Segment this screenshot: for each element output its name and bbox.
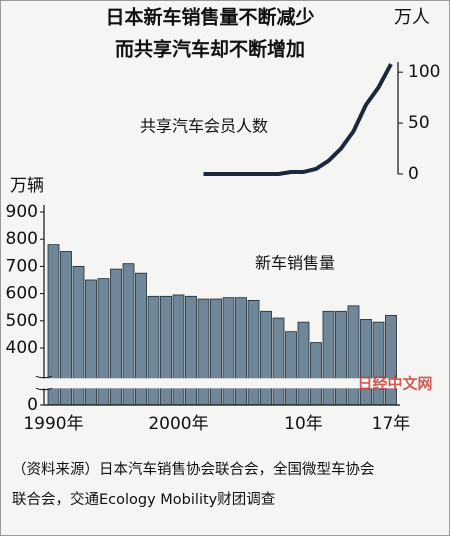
- y-tick-label: 900: [6, 202, 38, 222]
- x-tick-label: 10年: [284, 414, 323, 434]
- chart-title: 日本新车销售量不断减少: [105, 6, 314, 29]
- x-tick-label: 17年: [372, 414, 411, 434]
- bar: [210, 298, 222, 406]
- y2-unit: 万人: [394, 7, 430, 28]
- bar: [372, 321, 385, 406]
- y-tick-label: 400: [6, 338, 38, 358]
- bar: [197, 298, 210, 406]
- bar: [335, 310, 347, 406]
- x-tick-label: 2000年: [148, 414, 208, 434]
- bar: [272, 317, 285, 406]
- y-unit: 万辆: [10, 176, 44, 196]
- x-tick-label: 1990年: [23, 414, 83, 434]
- y-tick-label: 800: [6, 229, 38, 249]
- bar: [235, 297, 247, 406]
- bar: [322, 310, 335, 406]
- y2-tick-label: 100: [408, 62, 440, 82]
- y-tick-label: 0: [27, 395, 38, 415]
- bar: [222, 297, 235, 406]
- bar: [297, 321, 310, 406]
- series-label: 新车销售量: [255, 254, 335, 273]
- bar: [260, 310, 272, 406]
- watermark: 日经中文网: [357, 375, 432, 393]
- source-note: 联合会，交通Ecology Mobility财团调查: [12, 490, 275, 508]
- bar: [247, 299, 260, 406]
- bar: [310, 342, 322, 406]
- y-tick-label: 700: [6, 256, 38, 276]
- chart-title: 而共享汽车却不断增加: [115, 38, 305, 61]
- bar: [147, 295, 160, 406]
- line: [203, 63, 393, 176]
- series-label: 共享汽车会员人数: [140, 117, 268, 136]
- y-tick-label: 500: [6, 311, 38, 331]
- bar: [285, 331, 297, 406]
- source-note: （资料来源）日本汽车销售协会联合会，全国微型车协会: [12, 460, 375, 478]
- bar: [185, 295, 197, 406]
- axis-break: [30, 378, 400, 389]
- y2-tick-label: 50: [408, 113, 430, 133]
- bar: [160, 295, 172, 406]
- axis-break: [35, 375, 53, 391]
- y2-tick-label: 0: [408, 164, 419, 184]
- bar: [172, 294, 185, 406]
- y-tick-label: 600: [6, 284, 38, 304]
